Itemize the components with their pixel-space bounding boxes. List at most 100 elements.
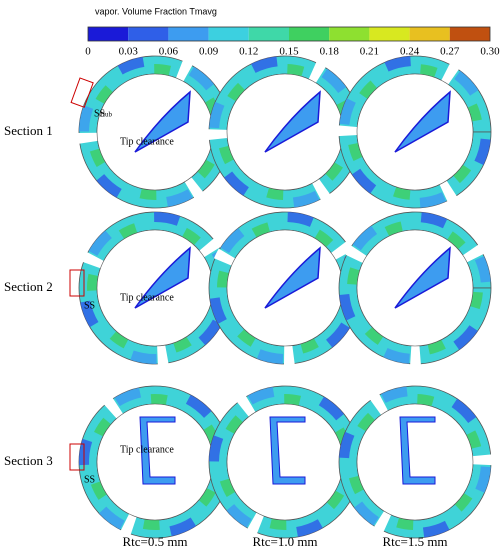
vapor-patch — [79, 105, 94, 132]
vapor-patch — [427, 339, 446, 355]
vapor-patch — [227, 82, 245, 102]
colorbar-tick-label: 0.09 — [199, 46, 219, 58]
vapor-patch — [188, 66, 214, 91]
blade-gap — [157, 344, 169, 365]
blade — [264, 90, 321, 153]
vapor-patch — [321, 68, 347, 93]
vapor-patch — [154, 212, 181, 226]
vapor-patch — [209, 101, 225, 129]
vapor-patch — [451, 398, 477, 423]
row-label: Section 3 — [4, 453, 53, 468]
annotation: Tip clearance — [120, 292, 174, 303]
colorbar-tick-label: 0.30 — [480, 46, 500, 58]
blade-gap — [283, 344, 295, 365]
vapor-patch — [166, 189, 193, 207]
row-label: Section 2 — [4, 279, 53, 294]
row-label: Section 1 — [4, 123, 53, 138]
colorbar-tick-label: 0.03 — [119, 46, 139, 58]
colorbar-segment — [449, 27, 490, 41]
vapor-patch — [182, 227, 201, 246]
vapor-patch — [87, 273, 99, 291]
highlight-box — [69, 269, 85, 297]
colorbar-tick-label: 0.21 — [360, 46, 379, 58]
vapor-patch — [357, 412, 375, 432]
vapor-patch — [393, 186, 411, 200]
blade-gap — [345, 245, 368, 264]
blade — [269, 416, 306, 485]
vapor-patch — [339, 431, 355, 459]
vapor-patch — [466, 430, 482, 449]
blade-gap — [78, 132, 99, 144]
vapor-patch — [474, 138, 491, 166]
vapor-patch — [284, 394, 302, 406]
vapor-patch — [256, 349, 284, 364]
vapor-patch — [139, 188, 157, 200]
colorbar-title: vapor. Volume Fraction Tmavg — [95, 6, 217, 16]
blade-gap — [330, 241, 353, 261]
annotation: Hub — [100, 111, 113, 119]
vapor-patch — [88, 230, 112, 256]
vapor-patch — [364, 327, 384, 345]
highlight-box — [70, 77, 94, 108]
colorbar-frame — [87, 26, 491, 42]
vapor-patch — [422, 520, 450, 538]
vapor-patch — [396, 517, 414, 530]
colorbar-tick-label: 0.27 — [440, 46, 460, 58]
vapor-patch — [454, 70, 479, 96]
vapor-patch — [197, 159, 215, 179]
vapor-patch — [384, 56, 411, 72]
blade-gap — [373, 510, 392, 533]
annotation: Tip clearance — [120, 136, 174, 147]
blade-gap — [103, 397, 124, 420]
vapor-patch — [266, 187, 284, 200]
blade-gap — [236, 395, 256, 418]
blade-gap — [440, 63, 460, 86]
blade-gap — [369, 393, 389, 416]
annotation: Tip clearance — [120, 444, 174, 455]
blade-gap — [471, 454, 492, 466]
blade — [394, 246, 451, 309]
vapor-patch — [354, 501, 379, 526]
blade — [134, 246, 191, 309]
vapor-patch — [347, 267, 360, 285]
vapor-patch — [198, 319, 222, 346]
vapor-patch — [150, 394, 168, 406]
vapor-patch — [420, 64, 438, 78]
colorbar-segment — [168, 27, 209, 41]
column-label: Rtc=0.5 mm — [122, 534, 187, 549]
vapor-patch — [251, 222, 270, 238]
vapor-patch — [220, 228, 245, 254]
vapor-patch — [351, 168, 377, 194]
blade-gap — [120, 512, 137, 536]
vapor-patch — [90, 481, 107, 500]
vapor-patch — [217, 270, 229, 288]
blade-gap — [462, 244, 484, 263]
blade-gap — [308, 61, 326, 84]
vapor-patch — [94, 417, 111, 437]
vapor-patch — [348, 475, 364, 495]
vapor-patch — [117, 56, 145, 75]
vapor-patch — [417, 394, 435, 407]
vapor-patch — [300, 338, 319, 354]
vapor-patch — [269, 518, 287, 530]
annotation: SS — [94, 108, 105, 119]
vapor-patch — [142, 519, 160, 530]
vapor-patch — [326, 490, 345, 510]
vapor-patch — [381, 386, 408, 403]
vapor-patch — [447, 231, 466, 250]
vapor-patch — [339, 294, 356, 321]
colorbar-segment — [88, 27, 129, 41]
highlight-box — [69, 443, 85, 471]
vapor-patch — [209, 297, 227, 324]
colorbar-segment — [128, 27, 169, 41]
colorbar-segment — [248, 27, 289, 41]
vapor-patch — [318, 396, 344, 421]
vapor-patch — [219, 478, 236, 498]
vapor-patch — [225, 415, 243, 434]
vapor-patch — [89, 148, 106, 168]
vapor-patch — [359, 80, 378, 99]
vapor-patch — [98, 506, 125, 530]
vapor-patch — [118, 223, 138, 239]
blade-gap — [198, 238, 221, 258]
